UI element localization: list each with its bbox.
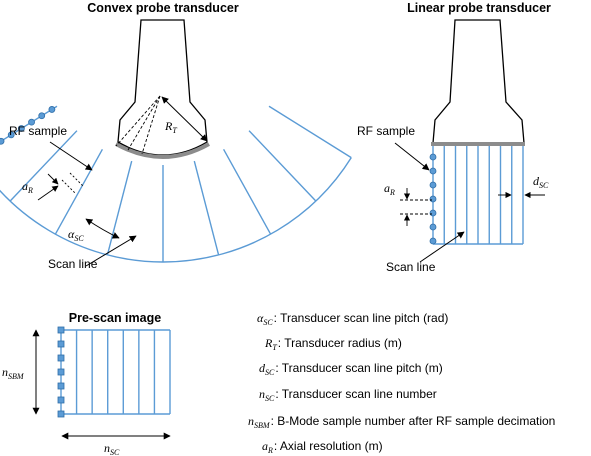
convex-axial-symbol: aR	[22, 179, 33, 195]
convex-scan-line	[193, 160, 220, 256]
rf-sample-dot	[38, 112, 46, 120]
prescan-sample-square	[57, 382, 65, 390]
rf-sample-dot	[429, 167, 437, 175]
convex-axial-marks	[37, 172, 85, 201]
svg-text:RT: Transducer radius (m): RT: Transducer radius (m)	[264, 336, 402, 352]
rf-sample-dot	[429, 195, 437, 203]
convex-scan-label: Scan line	[48, 257, 98, 271]
prescan-sample-square	[57, 410, 65, 418]
prescan-sample-square	[57, 326, 65, 334]
convex-radius-arrow	[161, 96, 208, 142]
svg-text:nSC: Transducer scan line numb: nSC: Transducer scan line number	[259, 387, 437, 403]
rf-sample-dot	[429, 223, 437, 231]
rf-sample-dot	[17, 125, 25, 132]
linear-probe-body	[432, 19, 525, 144]
rf-sample-dot	[429, 209, 437, 217]
convex-pitch-arrow	[85, 218, 120, 239]
linear-rf-samples	[429, 153, 437, 245]
legend-item: aR: Axial resolution (m)	[262, 439, 383, 455]
prescan-scan-lines	[60, 329, 171, 415]
rf-sample-dot	[48, 106, 56, 113]
legend-item: αSC: Transducer scan line pitch (rad)	[257, 311, 448, 327]
legend-item: RT: Transducer radius (m)	[264, 336, 402, 352]
convex-scan-line	[54, 148, 104, 235]
linear-scan-label: Scan line	[386, 260, 436, 274]
svg-text:aR: Axial resolution (m): aR: Axial resolution (m)	[262, 439, 383, 455]
linear-axial-marks	[400, 188, 432, 226]
convex-transducer-face	[115, 142, 210, 159]
svg-text:αSC: Transducer scan line pitc: αSC: Transducer scan line pitch (rad)	[257, 311, 448, 327]
convex-probe-body	[117, 19, 208, 156]
convex-scan-lines	[0, 105, 352, 263]
convex-scan-line	[222, 148, 272, 235]
prescan-sample-square	[57, 354, 65, 362]
convex-title: Convex probe transducer	[87, 1, 239, 15]
rf-sample-dot	[28, 118, 35, 126]
linear-axial-symbol: aR	[384, 181, 395, 197]
convex-fan-outer-arc	[0, 157, 352, 263]
linear-pitch-symbol: dSC	[533, 174, 549, 190]
linear-scan-lines	[432, 146, 524, 245]
rf-sample-dot	[429, 237, 437, 245]
convex-rf-label: RF sample	[9, 124, 67, 138]
legend-item: nSC: Transducer scan line number	[259, 387, 437, 403]
convex-pitch-symbol: αSC	[68, 227, 84, 243]
convex-probe-diagram: Convex probe transducer RT RF sample aR	[0, 1, 352, 271]
convex-rf-arrow	[49, 141, 93, 171]
convex-radius-symbol: RT	[164, 119, 177, 135]
legend-item: dSC: Transducer scan line pitch (m)	[259, 361, 443, 377]
svg-text:dSC: Transducer scan line pitc: dSC: Transducer scan line pitch (m)	[259, 361, 443, 377]
linear-probe-diagram: Linear probe transducer RF sample aR dSC…	[357, 1, 551, 274]
convex-scan-line	[248, 130, 317, 202]
prescan-height-symbol: nSBM	[2, 365, 25, 381]
prescan-samples	[57, 326, 65, 418]
legend-item: nSBM: B-Mode sample number after RF samp…	[248, 414, 555, 430]
rf-sample-dot	[429, 153, 437, 161]
prescan-sample-square	[57, 340, 65, 348]
prescan-sample-square	[57, 396, 65, 404]
prescan-sample-square	[57, 368, 65, 376]
svg-text:nSBM: B-Mode sample number aft: nSBM: B-Mode sample number after RF samp…	[248, 414, 555, 430]
linear-scan-arrow	[419, 231, 465, 263]
linear-rf-label: RF sample	[357, 124, 415, 138]
convex-rf-samples	[0, 106, 56, 145]
prescan-width-symbol: nSC	[104, 441, 120, 456]
convex-scan-line	[106, 160, 133, 256]
convex-scan-line	[268, 105, 352, 159]
rf-sample-dot	[429, 181, 437, 189]
rf-sample-dot	[0, 137, 5, 145]
convex-scan-line	[9, 130, 78, 202]
convex-scan-arrow	[85, 235, 137, 267]
prescan-diagram: Pre-scan image nSBM nSC	[2, 311, 171, 456]
linear-title: Linear probe transducer	[407, 1, 551, 15]
convex-radius-dashes	[115, 95, 161, 155]
linear-rf-arrow	[394, 142, 430, 171]
symbol-legend: αSC: Transducer scan line pitch (rad) RT…	[248, 311, 555, 455]
prescan-title: Pre-scan image	[69, 311, 161, 325]
rf-sample-dot	[7, 131, 15, 139]
